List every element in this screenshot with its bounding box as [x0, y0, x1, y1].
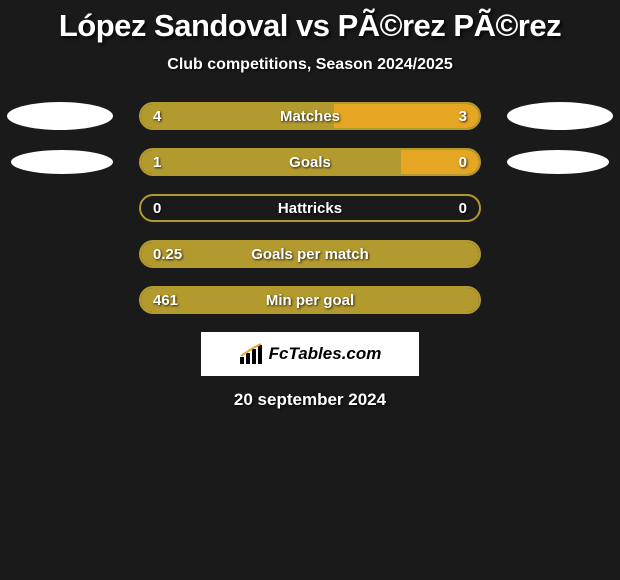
stat-label: Matches [141, 104, 479, 128]
stat-label: Goals per match [141, 242, 479, 266]
stat-row: 461Min per goal [0, 286, 620, 314]
stat-label: Hattricks [141, 196, 479, 220]
stat-row: 0Hattricks0 [0, 194, 620, 222]
stat-bar: 0.25Goals per match [139, 240, 481, 268]
stat-bar: 4Matches3 [139, 102, 481, 130]
player-left-avatar [11, 150, 113, 174]
stat-row: 1Goals0 [0, 148, 620, 176]
page-title: López Sandoval vs PÃ©rez PÃ©rez [0, 8, 620, 44]
date-text: 20 september 2024 [0, 390, 620, 410]
stat-value-right: 0 [459, 150, 467, 174]
stat-value-right: 0 [459, 196, 467, 220]
stat-bar: 1Goals0 [139, 148, 481, 176]
player-right-avatar [507, 150, 609, 174]
stat-row: 0.25Goals per match [0, 240, 620, 268]
stat-value-right: 3 [459, 104, 467, 128]
fctables-logo[interactable]: FcTables.com [201, 332, 419, 376]
player-left-avatar [7, 102, 113, 130]
stat-bar: 461Min per goal [139, 286, 481, 314]
chart-bars-icon [239, 343, 265, 365]
logo-text: FcTables.com [269, 344, 382, 364]
page-subtitle: Club competitions, Season 2024/2025 [0, 56, 620, 74]
stat-bar: 0Hattricks0 [139, 194, 481, 222]
stat-label: Goals [141, 150, 479, 174]
player-right-avatar [507, 102, 613, 130]
stat-label: Min per goal [141, 288, 479, 312]
stat-row: 4Matches3 [0, 102, 620, 130]
